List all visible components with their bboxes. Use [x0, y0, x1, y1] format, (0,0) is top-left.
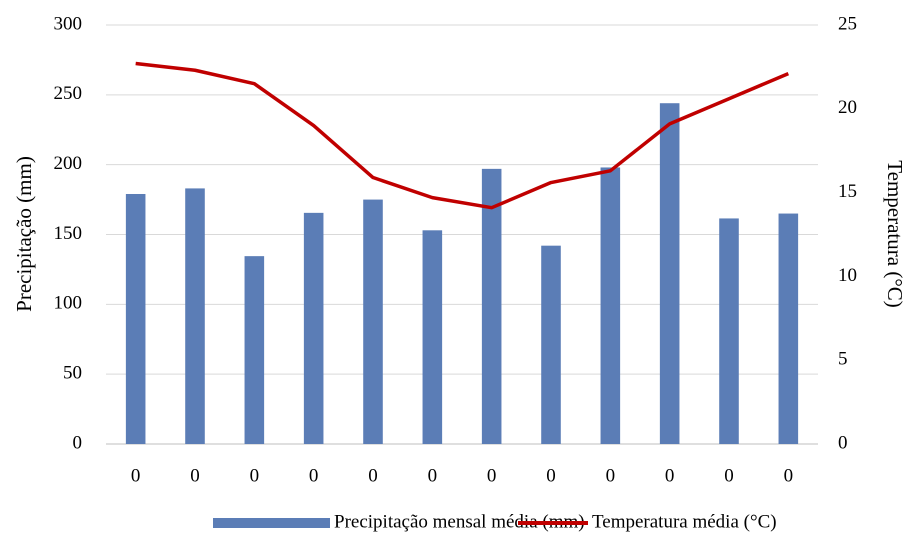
bar: [541, 245, 561, 444]
x-tick-label: 0: [546, 465, 556, 486]
x-tick-label: 0: [368, 465, 378, 486]
y2-axis-title: Temperatura (°C): [883, 160, 907, 307]
x-tick-label: 0: [724, 465, 734, 486]
y-tick-label: 100: [54, 293, 83, 314]
y2-tick-label: 10: [838, 265, 857, 286]
bar: [363, 199, 383, 444]
x-tick-label: 0: [606, 465, 616, 486]
x-tick-label: 0: [784, 465, 794, 486]
x-tick-label: 0: [428, 465, 438, 486]
legend-label: Precipitação mensal média (mm): [334, 511, 585, 532]
bar: [719, 218, 739, 444]
bar: [125, 193, 146, 444]
x-tick-label: 0: [487, 465, 497, 486]
bar: [600, 167, 621, 444]
bar: [185, 188, 205, 444]
y-tick-label: 50: [63, 363, 82, 384]
y-tick-label: 250: [54, 83, 83, 104]
x-tick-label: 0: [665, 465, 675, 486]
line: [135, 61, 790, 210]
y2-tick-label: 0: [838, 432, 848, 453]
x-tick-label: 0: [250, 465, 260, 486]
y-tick-label: 300: [54, 13, 83, 34]
bar: [244, 256, 265, 444]
y2-tick-label: 15: [838, 181, 857, 202]
y-tick-label: 150: [54, 223, 83, 244]
y2-tick-label: 25: [838, 13, 857, 34]
x-tick-label: 0: [309, 465, 319, 486]
x-tick-label: 0: [190, 465, 200, 486]
y-tick-label: 0: [73, 432, 83, 453]
bar: [303, 212, 324, 444]
y2-tick-label: 20: [838, 97, 857, 118]
legend-label: Temperatura média (°C): [592, 511, 777, 532]
bar: [481, 168, 502, 444]
bar: [659, 103, 680, 445]
y2-tick-label: 5: [838, 349, 848, 370]
legend-swatch: [213, 518, 330, 528]
x-tick-label: 0: [131, 465, 141, 486]
bar: [422, 230, 443, 444]
y-tick-label: 200: [54, 153, 83, 174]
bar: [778, 213, 799, 444]
y-axis-title: Precipitação (mm): [12, 156, 36, 312]
